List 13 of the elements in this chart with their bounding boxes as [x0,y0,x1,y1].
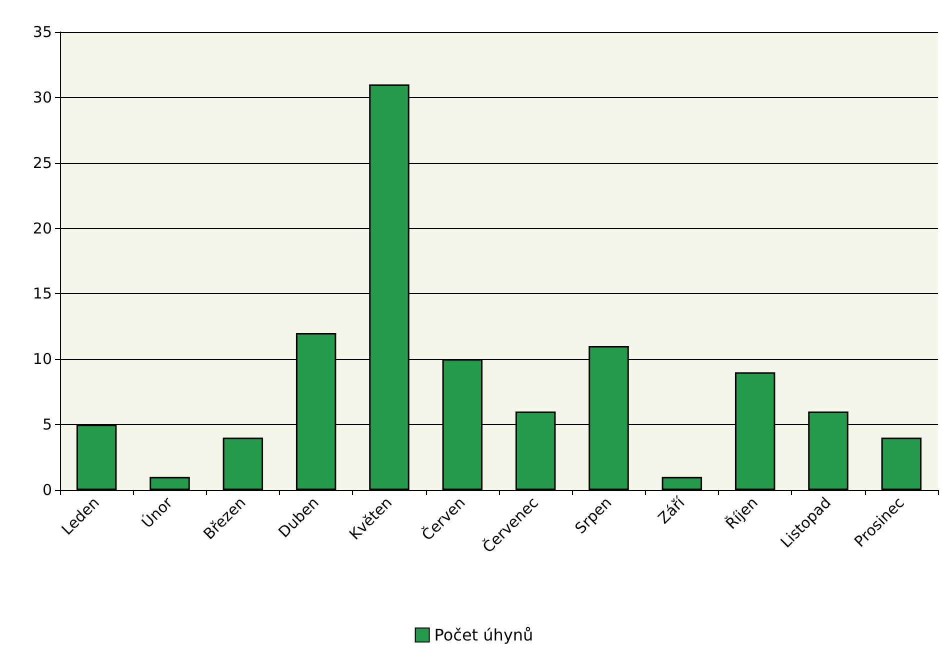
y-tick-label: 30 [32,88,52,106]
bar [150,476,190,490]
legend-label: Počet úhynů [434,626,534,644]
y-tick-label: 0 [42,481,52,499]
y-tick-label: 20 [32,219,52,238]
y-tick-label: 35 [32,23,52,41]
bar [662,476,702,490]
y-tick-label: 25 [32,154,52,172]
y-tick-label: 15 [32,284,52,303]
y-tick-label: 5 [42,416,52,434]
bar [222,438,264,490]
y-tick-label: 10 [32,350,52,368]
bar [881,438,922,490]
